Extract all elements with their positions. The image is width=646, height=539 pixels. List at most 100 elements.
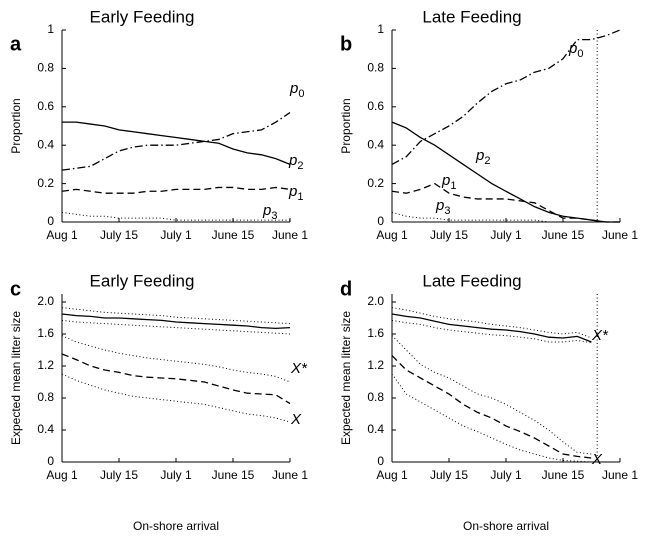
series-label-name: p bbox=[262, 202, 271, 219]
series-label-name: p bbox=[288, 183, 297, 200]
x-tick-label: Aug 1 bbox=[376, 468, 408, 482]
series-line bbox=[391, 121, 620, 223]
panel-a: a Early Feeding Proportion 0 0.2 0.4 0.6 0.8 1 Au… bbox=[9, 7, 308, 242]
series-label-subscript: 0 bbox=[298, 88, 304, 100]
series-label-subscript: 2 bbox=[484, 155, 490, 167]
series-line bbox=[391, 319, 592, 344]
series-label-name: p bbox=[288, 152, 297, 169]
series-label-name: X bbox=[591, 451, 603, 468]
series-label-name: p bbox=[435, 197, 444, 214]
series-label-name: p bbox=[475, 147, 484, 164]
y-tick-label: 1.2 bbox=[367, 358, 384, 372]
x-tick-label: July 1 bbox=[160, 468, 192, 482]
series-label-subscript: 3 bbox=[271, 210, 277, 222]
series-line bbox=[61, 307, 291, 325]
x-tick-label: July 1 bbox=[490, 468, 522, 482]
x-tick-label: June 15 bbox=[212, 228, 255, 242]
y-tick-label: 0.2 bbox=[37, 176, 54, 190]
series-label-name: p bbox=[441, 172, 450, 189]
panel-label: b bbox=[340, 33, 352, 55]
series-label-name: p bbox=[289, 80, 298, 97]
y-tick-label: 1 bbox=[47, 22, 54, 36]
series-label: p1 bbox=[441, 172, 456, 192]
series-line bbox=[61, 186, 291, 194]
y-tick-label: 2.0 bbox=[37, 294, 54, 308]
x-tick-label: July 15 bbox=[100, 228, 138, 242]
x-tick-label: July 15 bbox=[430, 468, 468, 482]
y-axis-label: Proportion bbox=[339, 98, 353, 153]
y-tick-label: 0.8 bbox=[37, 61, 54, 75]
y-tick-label: 1.2 bbox=[37, 358, 54, 372]
series-label-subscript: 3 bbox=[444, 205, 450, 217]
series-line bbox=[391, 182, 620, 223]
panel-c: c Early Feeding Expected mean litter size O… bbox=[9, 271, 308, 533]
series-label: X* bbox=[591, 327, 609, 344]
series-line bbox=[61, 335, 291, 383]
x-tick-label: Aug 1 bbox=[46, 468, 78, 482]
x-tick-label: July 15 bbox=[100, 468, 138, 482]
series-line bbox=[391, 211, 620, 223]
chart-title: Late Feeding bbox=[422, 271, 521, 290]
y-tick-label: 1.6 bbox=[367, 326, 384, 340]
y-tick-label: 0.8 bbox=[37, 390, 54, 404]
y-tick-label: 0.6 bbox=[37, 99, 54, 113]
y-tick-label: 0.2 bbox=[367, 176, 384, 190]
series-line bbox=[61, 373, 291, 423]
panel-label: d bbox=[340, 278, 352, 300]
x-tick-label: June 1 bbox=[602, 468, 638, 482]
y-tick-label: 0.8 bbox=[367, 390, 384, 404]
series-line bbox=[61, 353, 291, 405]
series-label: p2 bbox=[475, 147, 490, 167]
y-tick-label: 0.4 bbox=[37, 137, 54, 151]
y-tick-label: 1.6 bbox=[37, 326, 54, 340]
y-tick-label: 1 bbox=[377, 22, 384, 36]
series-label: p1 bbox=[288, 183, 303, 203]
y-tick-label: 0 bbox=[377, 454, 384, 468]
x-tick-label: Aug 1 bbox=[46, 228, 78, 242]
chart-title: Early Feeding bbox=[90, 271, 195, 290]
x-axis-label: On-shore arrival bbox=[133, 519, 219, 533]
panel-label: c bbox=[10, 278, 21, 300]
series-label-subscript: 2 bbox=[297, 160, 303, 172]
series-label: p0 bbox=[568, 40, 583, 60]
series-line bbox=[61, 313, 291, 330]
series-label-subscript: 1 bbox=[297, 191, 303, 203]
series-line bbox=[391, 373, 592, 463]
panel-label: a bbox=[10, 33, 22, 55]
y-axis-label: Proportion bbox=[9, 98, 23, 153]
y-tick-label: 0.4 bbox=[367, 422, 384, 436]
y-tick-label: 0 bbox=[47, 454, 54, 468]
series-line bbox=[391, 307, 592, 339]
series-label: X* bbox=[290, 360, 308, 377]
series-label: X bbox=[591, 451, 603, 468]
series-label: p0 bbox=[289, 80, 304, 100]
series-line bbox=[62, 121, 291, 166]
y-tick-label: 0 bbox=[47, 214, 54, 228]
x-tick-label: June 15 bbox=[212, 468, 255, 482]
series-label-name: X* bbox=[591, 327, 609, 344]
y-tick-label: 0.4 bbox=[37, 422, 54, 436]
series-label: p3 bbox=[435, 197, 450, 217]
series-line bbox=[391, 313, 592, 343]
series-label-name: X bbox=[290, 411, 302, 428]
series-line bbox=[391, 335, 592, 455]
y-tick-label: 0.8 bbox=[367, 61, 384, 75]
chart-title: Early Feeding bbox=[90, 7, 195, 26]
series-label-name: X* bbox=[290, 360, 308, 377]
series-line bbox=[391, 355, 592, 459]
y-axis-label: Expected mean litter size bbox=[339, 311, 353, 445]
x-tick-label: June 1 bbox=[272, 468, 308, 482]
y-tick-label: 0.6 bbox=[367, 99, 384, 113]
x-tick-label: July 1 bbox=[160, 228, 192, 242]
series-label-subscript: 0 bbox=[577, 48, 583, 60]
series-label-subscript: 1 bbox=[450, 180, 456, 192]
series-label-name: p bbox=[568, 40, 577, 57]
chart-title: Late Feeding bbox=[422, 7, 521, 26]
panel-d: d Late Feeding Expected mean litter size On… bbox=[339, 271, 638, 533]
series-label: p3 bbox=[262, 202, 277, 222]
y-tick-label: 0.4 bbox=[367, 137, 384, 151]
x-axis-label: On-shore arrival bbox=[463, 519, 549, 533]
series-line bbox=[391, 29, 621, 165]
x-tick-label: Aug 1 bbox=[376, 228, 408, 242]
